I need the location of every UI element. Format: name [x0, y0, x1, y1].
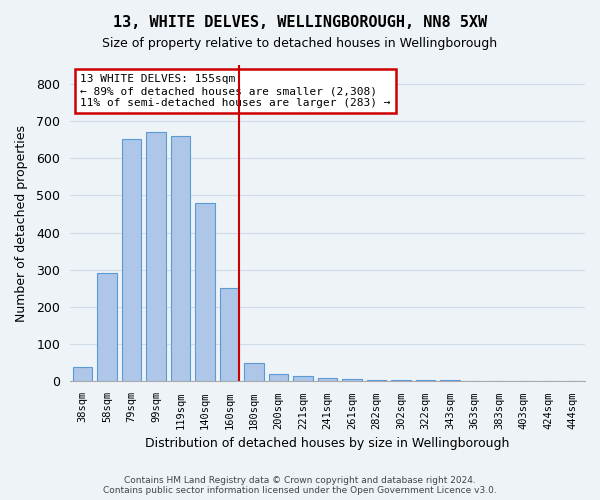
Bar — [195, 202, 215, 382]
Text: 13 WHITE DELVES: 155sqm
← 89% of detached houses are smaller (2,308)
11% of semi: 13 WHITE DELVES: 155sqm ← 89% of detache… — [80, 74, 391, 108]
Bar — [416, 380, 436, 382]
X-axis label: Distribution of detached houses by size in Wellingborough: Distribution of detached houses by size … — [145, 437, 510, 450]
Bar — [318, 378, 337, 382]
Bar — [440, 380, 460, 382]
Bar — [73, 366, 92, 382]
Bar — [146, 132, 166, 382]
Y-axis label: Number of detached properties: Number of detached properties — [15, 124, 28, 322]
Text: Contains HM Land Registry data © Crown copyright and database right 2024.
Contai: Contains HM Land Registry data © Crown c… — [103, 476, 497, 495]
Bar — [342, 379, 362, 382]
Bar — [269, 374, 288, 382]
Text: Size of property relative to detached houses in Wellingborough: Size of property relative to detached ho… — [103, 38, 497, 51]
Text: 13, WHITE DELVES, WELLINGBOROUGH, NN8 5XW: 13, WHITE DELVES, WELLINGBOROUGH, NN8 5X… — [113, 15, 487, 30]
Bar — [220, 288, 239, 382]
Bar — [170, 136, 190, 382]
Bar — [465, 380, 484, 382]
Bar — [122, 140, 141, 382]
Bar — [97, 274, 116, 382]
Bar — [367, 380, 386, 382]
Bar — [391, 380, 411, 382]
Bar — [293, 376, 313, 382]
Bar — [244, 363, 264, 382]
Bar — [490, 380, 509, 382]
